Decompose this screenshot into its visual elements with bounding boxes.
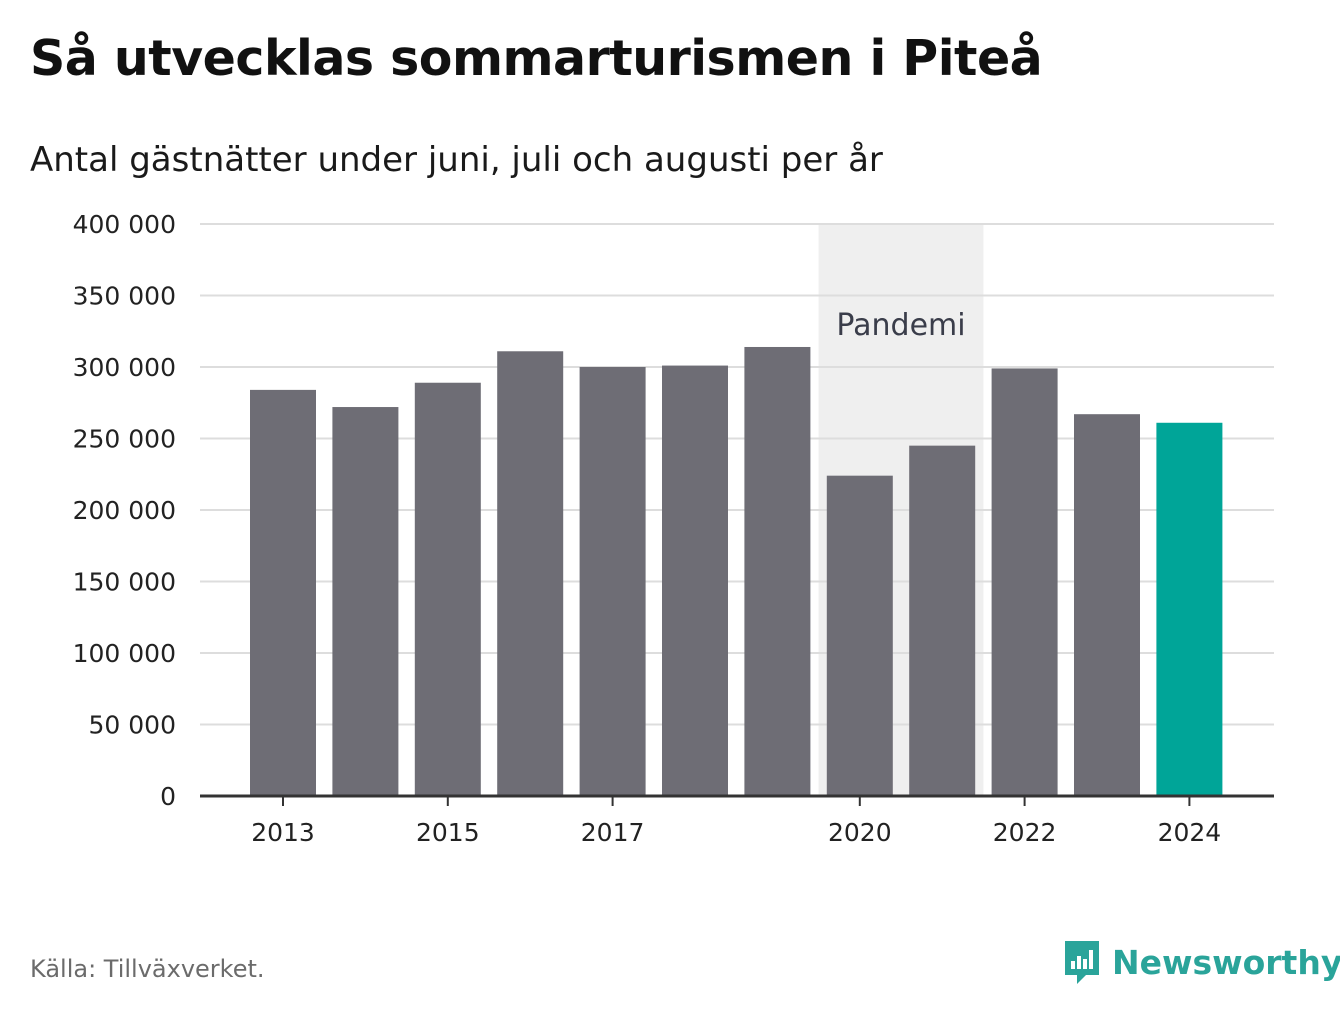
- y-tick-label: 150 000: [73, 568, 176, 597]
- y-tick-label: 300 000: [73, 353, 176, 382]
- x-tick-label: 2022: [993, 818, 1057, 847]
- brand-logo: Newsworthy: [1062, 938, 1340, 986]
- bar-2015: [414, 382, 481, 796]
- y-tick-label: 400 000: [73, 210, 176, 239]
- bar-2022: [991, 368, 1058, 796]
- brand-name: Newsworthy: [1112, 942, 1340, 982]
- y-tick-label: 250 000: [73, 425, 176, 454]
- axes: 2013 2015 2017 2020 2022 2024: [200, 794, 1274, 847]
- x-tick-label: 2015: [416, 818, 480, 847]
- x-tick-label: 2017: [581, 818, 645, 847]
- y-tick-label: 50 000: [89, 711, 176, 740]
- bar-2014: [332, 407, 399, 796]
- bar-2023: [1074, 414, 1140, 796]
- bar-2020: [826, 475, 893, 796]
- y-tick-label: 100 000: [73, 639, 176, 668]
- bar-2019: [744, 346, 811, 796]
- source-note: Källa: Tillväxverket.: [30, 955, 265, 983]
- x-tick-label: 2020: [828, 818, 892, 847]
- bar-chart: Pandemi 0 50 000 100 000 150 000 200 000 250 …: [73, 210, 1274, 847]
- bar-2013: [250, 389, 316, 796]
- bar-2018: [662, 365, 728, 796]
- chart-subtitle: Antal gästnätter under juni, juli och au…: [30, 140, 883, 180]
- bars: [250, 346, 1223, 796]
- bar-2021: [909, 445, 976, 796]
- bar-2024: [1156, 422, 1223, 796]
- y-tick-label: 200 000: [73, 496, 176, 525]
- x-tick-label: 2024: [1158, 818, 1222, 847]
- bar-2017: [579, 367, 646, 796]
- bar-chart-speech-bubble-icon: [1065, 941, 1099, 984]
- bar-2016: [497, 351, 564, 796]
- y-tick-label: 350 000: [73, 282, 176, 311]
- x-tick-label: 2013: [251, 818, 315, 847]
- chart-title: Så utvecklas sommarturismen i Piteå: [30, 30, 1043, 87]
- y-tick-label: 0: [160, 782, 176, 811]
- pandemic-band-label: Pandemi: [836, 308, 965, 343]
